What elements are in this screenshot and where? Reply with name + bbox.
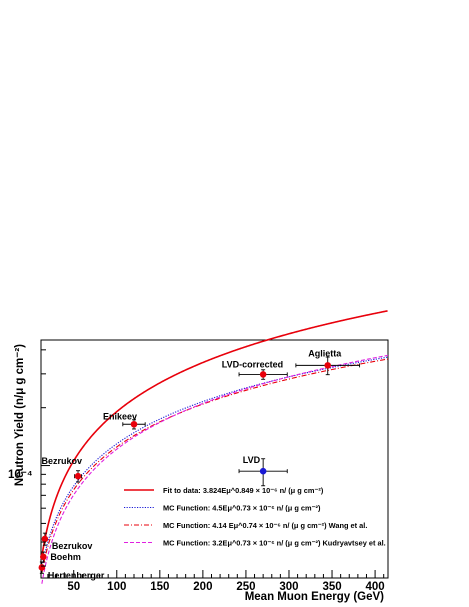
data-point-8: LVD <box>238 455 288 487</box>
data-point-2: Boehm <box>40 551 81 563</box>
legend-label: MC Function: 3.2Eμ^0.73 × 10⁻⁶ n/ (μ g c… <box>163 539 386 548</box>
plot-frame <box>40 339 389 579</box>
points-layer: HertenbergerBoehmBezrukovBezrukovEnikeev… <box>38 348 361 580</box>
x-tick-label: 250 <box>236 581 255 593</box>
y-axis-ticks <box>41 349 50 567</box>
data-marker <box>41 535 49 543</box>
data-point-4: Bezrukov <box>42 456 83 483</box>
data-point-5: Enikeev <box>103 411 146 430</box>
data-marker <box>74 472 82 480</box>
point-label: Enikeev <box>103 411 137 421</box>
x-tick-label: 100 <box>107 581 126 593</box>
mc-curve-1 <box>41 356 389 569</box>
data-point-7: Aglietta <box>295 348 361 376</box>
x-axis-label: Mean Muon Energy (GeV) <box>245 591 384 603</box>
x-axis-ticks: 50 100 150 200 250 300 350 400 <box>47 570 385 593</box>
x-tick-label: 200 <box>193 581 212 593</box>
data-marker <box>130 420 138 428</box>
mc-curve-3 <box>41 354 389 584</box>
legend-label: MC Function: 4.5Eμ^0.73 × 10⁻⁶ n/ (μ g c… <box>163 504 321 513</box>
x-tick-label: 400 <box>365 581 384 593</box>
legend-entry-3: MC Function: 4.14 Eμ^0.74 × 10⁻⁶ n/ (μ g… <box>124 521 367 530</box>
curves-layer <box>40 310 389 584</box>
point-label: Hertenberger <box>48 570 105 580</box>
mc-curve-2 <box>41 358 389 574</box>
legend: Fit to data: 3.824Eμ^0.849 × 10⁻⁶ n/ (μ … <box>124 486 386 548</box>
point-label: Bezrukov <box>52 541 93 551</box>
data-marker <box>259 371 267 378</box>
legend-entry-2: MC Function: 4.5Eμ^0.73 × 10⁻⁶ n/ (μ g c… <box>124 504 321 513</box>
data-marker <box>40 553 47 561</box>
x-tick-label: 50 <box>67 581 80 593</box>
data-point-1: Hertenberger <box>38 561 105 580</box>
data-point-6: LVD-corrected <box>222 359 288 380</box>
y-axis-label: Neutron Yield (n/μ g cm⁻²) <box>14 344 26 486</box>
data-marker <box>38 564 46 571</box>
x-tick-label: 150 <box>150 581 169 593</box>
legend-label: Fit to data: 3.824Eμ^0.849 × 10⁻⁶ n/ (μ … <box>163 486 324 495</box>
data-point-3: Bezrukov <box>41 532 93 551</box>
fit-curve <box>40 310 388 560</box>
point-label: LVD <box>243 455 261 465</box>
legend-entry-4: MC Function: 3.2Eμ^0.73 × 10⁻⁶ n/ (μ g c… <box>124 539 386 548</box>
data-marker <box>259 467 267 475</box>
x-tick-label: 350 <box>322 581 341 593</box>
point-label: Bezrukov <box>42 456 83 466</box>
data-marker <box>324 362 332 369</box>
legend-label: MC Function: 4.14 Eμ^0.74 × 10⁻⁶ n/ (μ g… <box>163 521 367 530</box>
point-label: LVD-corrected <box>222 359 283 369</box>
y-tick-label: 10⁻⁴ <box>8 469 33 481</box>
point-label: Boehm <box>50 552 81 562</box>
legend-entry-1: Fit to data: 3.824Eμ^0.849 × 10⁻⁶ n/ (μ … <box>124 486 324 495</box>
point-label: Aglietta <box>308 348 342 358</box>
x-tick-label: 300 <box>279 581 298 593</box>
